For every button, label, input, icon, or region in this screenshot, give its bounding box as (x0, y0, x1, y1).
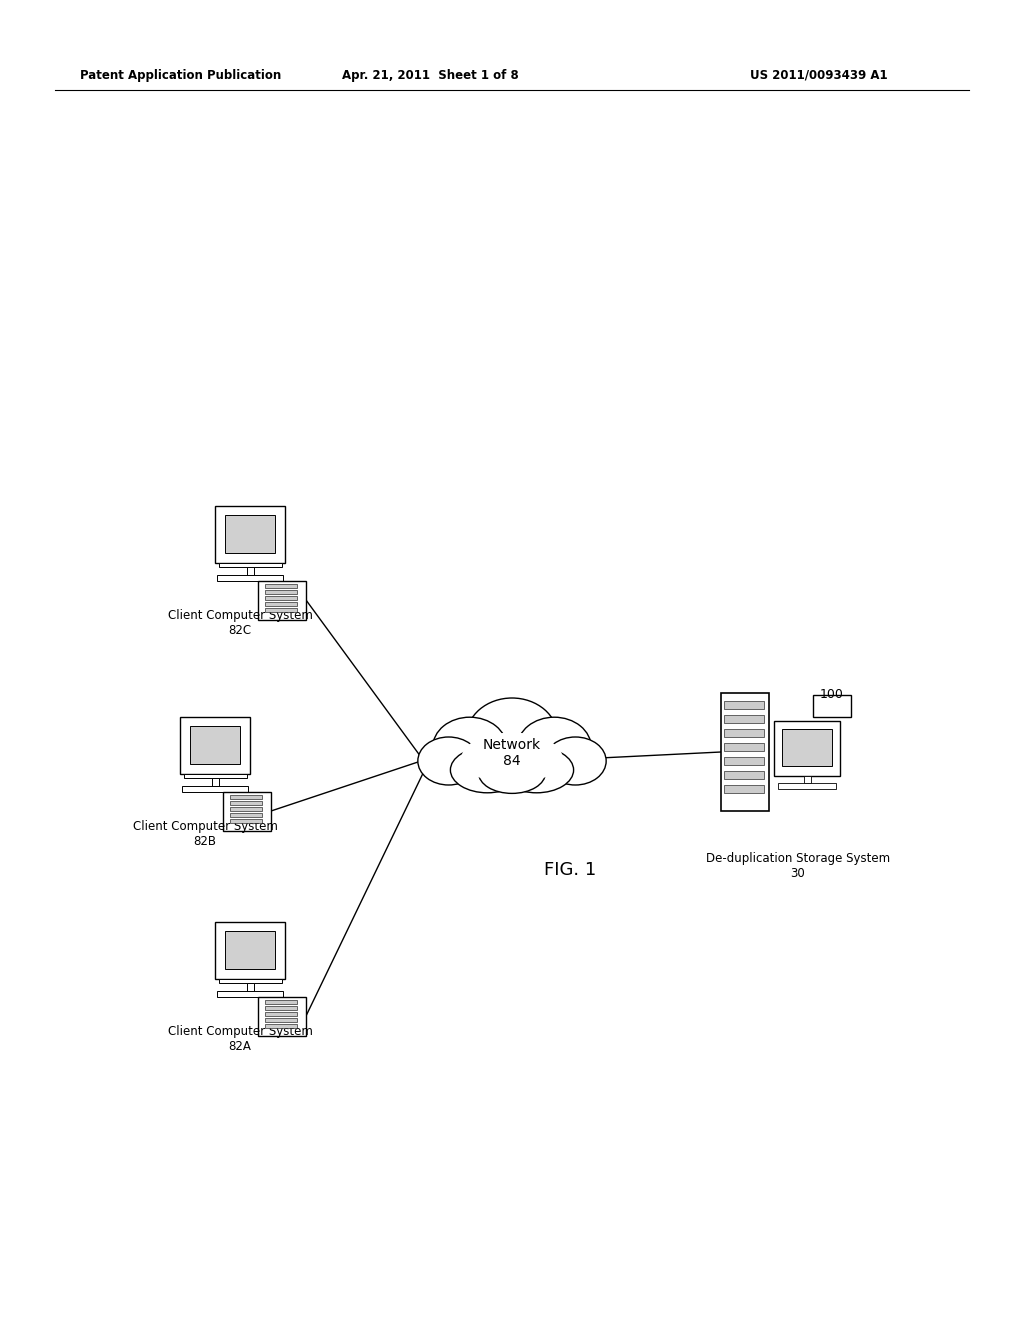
FancyBboxPatch shape (724, 756, 764, 766)
FancyBboxPatch shape (774, 721, 840, 776)
FancyBboxPatch shape (265, 1006, 297, 1010)
FancyBboxPatch shape (265, 1024, 297, 1028)
Ellipse shape (433, 717, 507, 777)
Ellipse shape (451, 747, 524, 793)
Text: Network
84: Network 84 (483, 738, 541, 768)
FancyBboxPatch shape (215, 921, 285, 979)
Text: Apr. 21, 2011  Sheet 1 of 8: Apr. 21, 2011 Sheet 1 of 8 (342, 69, 518, 82)
Ellipse shape (466, 698, 558, 776)
Ellipse shape (478, 752, 546, 793)
FancyBboxPatch shape (804, 776, 811, 783)
FancyBboxPatch shape (778, 783, 836, 789)
Text: US 2011/0093439 A1: US 2011/0093439 A1 (750, 69, 888, 82)
FancyBboxPatch shape (182, 785, 248, 792)
FancyBboxPatch shape (230, 807, 262, 810)
FancyBboxPatch shape (184, 774, 247, 777)
Text: De-duplication Storage System
30: De-duplication Storage System 30 (706, 851, 890, 880)
FancyBboxPatch shape (813, 696, 851, 717)
FancyBboxPatch shape (265, 597, 297, 601)
FancyBboxPatch shape (223, 792, 271, 832)
FancyBboxPatch shape (265, 1001, 297, 1005)
FancyBboxPatch shape (225, 515, 275, 553)
FancyBboxPatch shape (217, 991, 283, 997)
FancyBboxPatch shape (190, 726, 240, 764)
FancyBboxPatch shape (724, 715, 764, 723)
Text: 100: 100 (820, 689, 844, 701)
FancyBboxPatch shape (265, 590, 297, 594)
FancyBboxPatch shape (782, 729, 831, 766)
FancyBboxPatch shape (219, 564, 282, 568)
FancyBboxPatch shape (230, 795, 262, 799)
Text: Patent Application Publication: Patent Application Publication (80, 69, 282, 82)
FancyBboxPatch shape (724, 701, 764, 709)
FancyBboxPatch shape (265, 609, 297, 612)
Text: FIG. 1: FIG. 1 (544, 861, 596, 879)
FancyBboxPatch shape (724, 729, 764, 737)
Text: Client Computer System
82C: Client Computer System 82C (168, 609, 312, 638)
Ellipse shape (418, 737, 479, 785)
FancyBboxPatch shape (258, 581, 306, 620)
FancyBboxPatch shape (247, 983, 254, 991)
FancyBboxPatch shape (230, 818, 262, 822)
FancyBboxPatch shape (265, 583, 297, 587)
FancyBboxPatch shape (247, 568, 254, 576)
FancyBboxPatch shape (265, 1012, 297, 1016)
FancyBboxPatch shape (212, 777, 219, 785)
FancyBboxPatch shape (265, 1018, 297, 1022)
FancyBboxPatch shape (258, 997, 306, 1036)
Ellipse shape (545, 737, 606, 785)
Ellipse shape (462, 733, 562, 784)
FancyBboxPatch shape (180, 717, 250, 774)
FancyBboxPatch shape (219, 979, 282, 983)
FancyBboxPatch shape (724, 743, 764, 751)
FancyBboxPatch shape (724, 771, 764, 779)
FancyBboxPatch shape (225, 931, 275, 969)
FancyBboxPatch shape (265, 602, 297, 606)
Ellipse shape (517, 717, 591, 777)
FancyBboxPatch shape (230, 801, 262, 805)
FancyBboxPatch shape (230, 813, 262, 817)
Ellipse shape (500, 747, 573, 793)
Text: Client Computer System
82B: Client Computer System 82B (132, 820, 278, 847)
FancyBboxPatch shape (215, 506, 285, 564)
Text: Client Computer System
82A: Client Computer System 82A (168, 1026, 312, 1053)
FancyBboxPatch shape (721, 693, 769, 810)
FancyBboxPatch shape (217, 576, 283, 581)
FancyBboxPatch shape (724, 785, 764, 793)
